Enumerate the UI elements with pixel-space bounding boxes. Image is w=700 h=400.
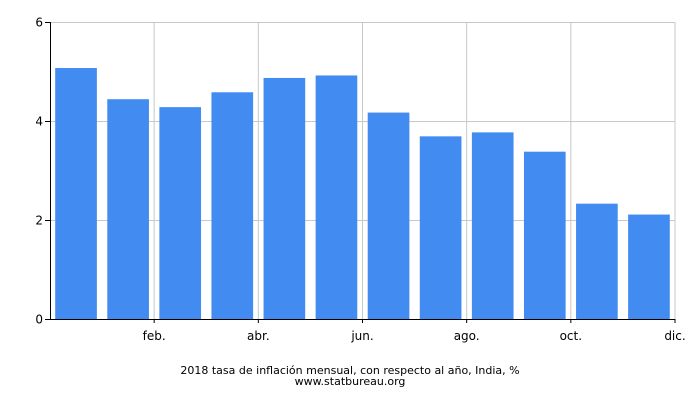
y-tick-label: 2 xyxy=(35,214,43,228)
x-tick-label: ago. xyxy=(454,329,480,343)
bar-dic xyxy=(628,214,670,319)
bar-sep xyxy=(471,132,514,319)
bar-ene xyxy=(55,68,97,319)
x-tick-label: jun. xyxy=(350,329,373,343)
bar-may xyxy=(263,77,306,319)
bar-ago xyxy=(419,136,462,319)
chart-title: 2018 tasa de inflación mensual, con resp… xyxy=(180,364,520,377)
bar-abr xyxy=(211,92,254,319)
bar-jul xyxy=(367,112,410,320)
y-tick-label: 6 xyxy=(35,16,43,30)
y-tick-label: 0 xyxy=(35,313,43,327)
y-tick-label: 4 xyxy=(35,115,43,129)
bar-nov xyxy=(576,203,618,319)
x-tick-label: abr. xyxy=(247,329,270,343)
bar-feb xyxy=(107,99,149,319)
chart-source: www.statbureau.org xyxy=(294,375,406,388)
bar-jun xyxy=(315,75,358,320)
x-tick-label: oct. xyxy=(560,329,582,343)
bar-mar xyxy=(159,107,202,319)
x-tick-label: dic. xyxy=(664,329,685,343)
x-tick-label: feb. xyxy=(143,329,166,343)
bar-oct xyxy=(523,151,566,319)
